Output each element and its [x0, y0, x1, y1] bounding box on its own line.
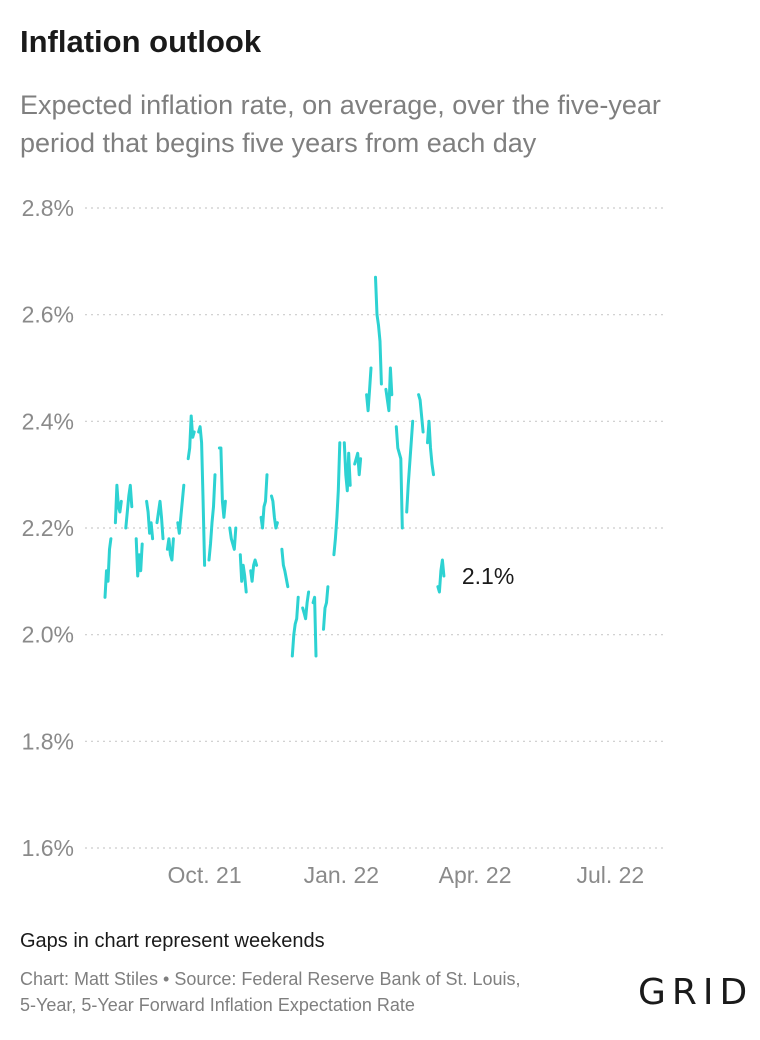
series-segment	[165, 537, 175, 562]
gridlines	[85, 207, 665, 849]
series-segment	[134, 537, 144, 578]
gaps-note: Gaps in chart represent weekends	[20, 930, 325, 952]
series-segment	[270, 494, 279, 530]
x-tick-label: Jan. 22	[304, 862, 379, 888]
series-segment	[405, 419, 415, 514]
series-segment	[311, 595, 318, 658]
series-line	[103, 275, 446, 658]
credit-line-1: Chart: Matt Stiles • Source: Federal Res…	[20, 969, 521, 989]
series-segment	[176, 483, 186, 535]
series-segment	[280, 547, 290, 589]
y-tick-label: 2.8%	[22, 195, 74, 221]
series-segment	[332, 441, 342, 557]
series-segment	[301, 590, 311, 621]
chart-subtitle: Expected inflation rate, on average, ove…	[20, 90, 661, 158]
x-tick-label: Apr. 22	[439, 862, 512, 888]
y-tick-label: 1.8%	[22, 728, 74, 754]
y-tick-label: 1.6%	[22, 835, 74, 861]
series-segment	[342, 441, 352, 493]
x-tick-label: Oct. 21	[168, 862, 242, 888]
series-segment	[394, 425, 404, 530]
chart-title: Inflation outlook	[20, 24, 262, 59]
x-tick-label: Jul. 22	[576, 862, 644, 888]
series-segment	[228, 526, 238, 551]
series-segment	[113, 483, 123, 525]
credit-line-2: 5-Year, 5-Year Forward Inflation Expecta…	[20, 995, 415, 1015]
series-segment	[290, 595, 300, 658]
grid-logo: GRID	[638, 972, 754, 1013]
series-segment	[238, 553, 248, 594]
series-segment	[103, 537, 113, 599]
series-segment	[436, 558, 446, 594]
end-value-label: 2.1%	[462, 563, 514, 589]
series-segment	[259, 473, 269, 530]
series-segment	[426, 419, 435, 477]
line-chart: 1.6% 1.8% 2.0% 2.2% 2.4% 2.6% 2.8% Oct. 21 Jan.…	[22, 195, 665, 888]
series-segment	[365, 366, 373, 413]
source-credit: Chart: Matt Stiles • Source: Federal Res…	[20, 966, 640, 1018]
series-segment	[145, 499, 155, 541]
series-segment	[374, 275, 383, 386]
series-segment	[124, 483, 134, 530]
series-segment	[217, 446, 227, 519]
series-segment	[384, 366, 394, 413]
y-tick-label: 2.0%	[22, 622, 74, 648]
series-segment	[155, 499, 165, 541]
series-segment	[186, 414, 196, 461]
x-axis-ticks: Oct. 21 Jan. 22 Apr. 22 Jul. 22	[168, 862, 645, 888]
y-tick-label: 2.2%	[22, 515, 74, 541]
y-axis-ticks: 1.6% 1.8% 2.0% 2.2% 2.4% 2.6% 2.8%	[22, 195, 74, 861]
series-segment	[417, 393, 425, 434]
series-segment	[322, 585, 330, 631]
y-tick-label: 2.6%	[22, 302, 74, 328]
series-segment	[249, 558, 259, 583]
y-tick-label: 2.4%	[22, 408, 74, 434]
series-segment	[207, 473, 217, 562]
series-segment	[197, 425, 207, 567]
series-segment	[353, 451, 363, 477]
